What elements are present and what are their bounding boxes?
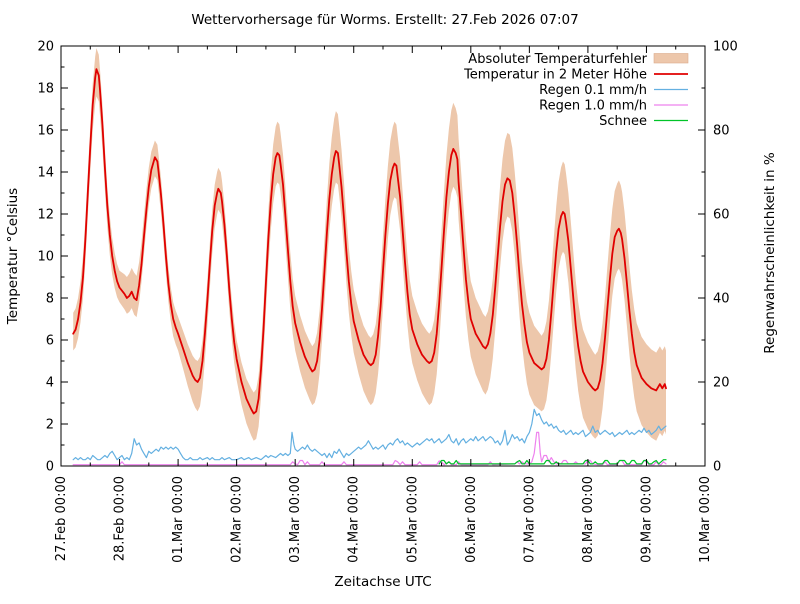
x-tick-label: 07.Mar 00:00 bbox=[522, 476, 537, 563]
y-left-tick-label: 16 bbox=[37, 124, 54, 139]
series-layer bbox=[72, 48, 667, 466]
y-left-tick-label: 4 bbox=[46, 376, 54, 391]
y-axis-label-left: Temperatur °Celsius bbox=[5, 188, 21, 325]
y-right-tick-label: 60 bbox=[713, 208, 730, 223]
y-left-tick-label: 20 bbox=[37, 40, 54, 55]
legend-label: Absoluter Temperaturfehler bbox=[468, 52, 647, 67]
x-tick-label: 06.Mar 00:00 bbox=[464, 476, 479, 563]
x-tick-label: 03.Mar 00:00 bbox=[288, 476, 303, 563]
x-tick-label: 27.Feb 00:00 bbox=[54, 476, 69, 561]
y-left-tick-label: 12 bbox=[37, 208, 54, 223]
rain-01-line bbox=[72, 408, 667, 461]
legend-band-swatch bbox=[653, 53, 689, 64]
legend-label: Regen 1.0 mm/h bbox=[539, 99, 647, 114]
temperature-line bbox=[72, 68, 667, 415]
y-left-tick-label: 14 bbox=[37, 166, 54, 181]
y-left-tick-label: 18 bbox=[37, 82, 54, 97]
y-right-tick-label: 0 bbox=[713, 460, 721, 475]
x-tick-label: 05.Mar 00:00 bbox=[405, 476, 420, 563]
x-tick-label: 09.Mar 00:00 bbox=[639, 476, 654, 563]
y-left-tick-label: 6 bbox=[46, 334, 54, 349]
legend-label: Schnee bbox=[599, 114, 647, 129]
y-axis-label-right: Regenwahrscheinlichkeit in % bbox=[762, 152, 778, 354]
y-right-tick-label: 40 bbox=[713, 292, 730, 307]
x-tick-label: 28.Feb 00:00 bbox=[113, 476, 128, 561]
chart-title: Wettervorhersage für Worms. Erstellt: 27… bbox=[191, 12, 578, 28]
x-tick-label: 02.Mar 00:00 bbox=[230, 476, 245, 563]
y-right-tick-label: 20 bbox=[713, 376, 730, 391]
legend-label: Temperatur in 2 Meter Höhe bbox=[463, 68, 647, 83]
y-right-tick-label: 80 bbox=[713, 124, 730, 139]
y-left-tick-label: 10 bbox=[37, 250, 54, 265]
rain-10-line bbox=[72, 431, 667, 466]
temperature-error-band bbox=[73, 48, 666, 441]
x-tick-label: 10.Mar 00:00 bbox=[698, 476, 713, 563]
y-right-tick-label: 100 bbox=[713, 40, 738, 55]
legend-label: Regen 0.1 mm/h bbox=[539, 83, 647, 98]
x-tick-label: 04.Mar 00:00 bbox=[347, 476, 362, 563]
y-left-tick-label: 0 bbox=[46, 460, 54, 475]
axis-ticks: 27.Feb 00:00 28.Feb 00:00 01.Mar 00:00 02.M… bbox=[37, 40, 737, 563]
x-tick-label: 01.Mar 00:00 bbox=[171, 476, 186, 563]
y-left-tick-label: 2 bbox=[46, 418, 54, 433]
x-tick-label: 08.Mar 00:00 bbox=[581, 476, 596, 563]
y-left-tick-label: 8 bbox=[46, 292, 54, 307]
x-axis-label: Zeitachse UTC bbox=[334, 574, 431, 590]
